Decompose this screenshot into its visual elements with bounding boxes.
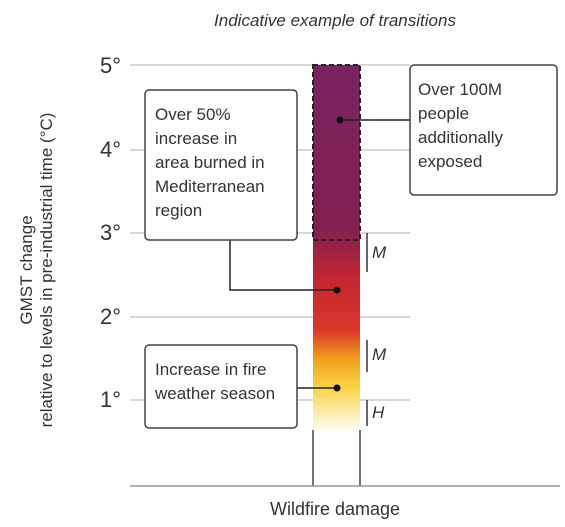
callout-line: Over 100M <box>418 80 502 99</box>
leader <box>229 240 337 291</box>
callouts: Over 50% increase in area burned in Mediter… <box>154 80 504 403</box>
leader-dot <box>333 286 341 294</box>
y-tick-label: 1° <box>100 387 121 412</box>
callout-line: area burned in <box>155 153 265 172</box>
leaders <box>229 119 410 389</box>
leader-dot <box>336 116 344 124</box>
ember <box>313 65 360 433</box>
callout-line: people <box>418 104 469 123</box>
title: Indicative example of transitions <box>214 11 456 30</box>
confidence-label: M <box>372 345 387 364</box>
y-tick-label: 2° <box>100 304 121 329</box>
callout-box <box>144 89 298 241</box>
callout-line: increase in <box>155 129 237 148</box>
callout-line: weather season <box>154 384 275 403</box>
callout-box <box>144 344 298 429</box>
y-tick-label: 5° <box>100 53 121 78</box>
callout-line: Increase in fire <box>155 360 267 379</box>
callout-line: additionally <box>418 128 504 147</box>
leader-dot <box>333 384 341 392</box>
confidence-label: M <box>372 243 387 262</box>
y-axis-label: GMST change relative to levels in pre-in… <box>17 113 56 428</box>
callout-line: region <box>155 201 202 220</box>
y-axis-label-line: GMST change <box>17 215 36 324</box>
confidence-label: H <box>372 403 385 422</box>
callout-line: Over 50% <box>155 105 231 124</box>
callout-line: exposed <box>418 152 482 171</box>
callout-line: Mediterranean <box>155 177 265 196</box>
x-axis-label: Wildfire damage <box>270 499 400 519</box>
y-tick-label: 3° <box>100 220 121 245</box>
y-tick-label: 4° <box>100 137 121 162</box>
ember-outline <box>312 64 361 241</box>
callout-box <box>409 64 558 196</box>
y-axis-label-line: relative to levels in pre-industrial tim… <box>37 113 56 428</box>
